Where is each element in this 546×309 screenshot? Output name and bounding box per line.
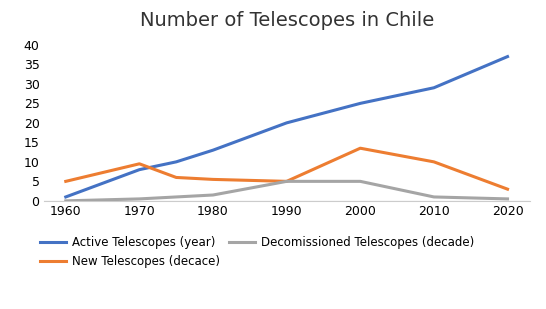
Active Telescopes (year) [505, 55, 511, 58]
Line: Decomissioned Telescopes (decade): Decomissioned Telescopes (decade) [66, 181, 508, 201]
Decomissioned Telescopes (decade) [62, 199, 69, 203]
Title: Number of Telescopes in Chile: Number of Telescopes in Chile [140, 11, 434, 30]
Legend: Active Telescopes (year), New Telescopes (decace), Decomissioned Telescopes (dec: Active Telescopes (year), New Telescopes… [40, 236, 474, 268]
Active Telescopes (year) [136, 168, 143, 171]
Active Telescopes (year) [210, 148, 216, 152]
New Telescopes (decace) [505, 187, 511, 191]
Decomissioned Telescopes (decade) [210, 193, 216, 197]
New Telescopes (decace) [210, 178, 216, 181]
New Telescopes (decace) [431, 160, 437, 164]
Active Telescopes (year) [173, 160, 180, 164]
Line: New Telescopes (decace): New Telescopes (decace) [66, 148, 508, 189]
Decomissioned Telescopes (decade) [136, 197, 143, 201]
Decomissioned Telescopes (decade) [173, 195, 180, 199]
Active Telescopes (year) [357, 102, 364, 105]
Decomissioned Telescopes (decade) [431, 195, 437, 199]
New Telescopes (decace) [283, 180, 290, 183]
Active Telescopes (year) [283, 121, 290, 125]
New Telescopes (decace) [62, 180, 69, 183]
New Telescopes (decace) [357, 146, 364, 150]
Decomissioned Telescopes (decade) [357, 180, 364, 183]
New Telescopes (decace) [136, 162, 143, 166]
Line: Active Telescopes (year): Active Telescopes (year) [66, 57, 508, 197]
New Telescopes (decace) [173, 176, 180, 179]
Decomissioned Telescopes (decade) [283, 180, 290, 183]
Active Telescopes (year) [62, 195, 69, 199]
Active Telescopes (year) [431, 86, 437, 90]
Decomissioned Telescopes (decade) [505, 197, 511, 201]
